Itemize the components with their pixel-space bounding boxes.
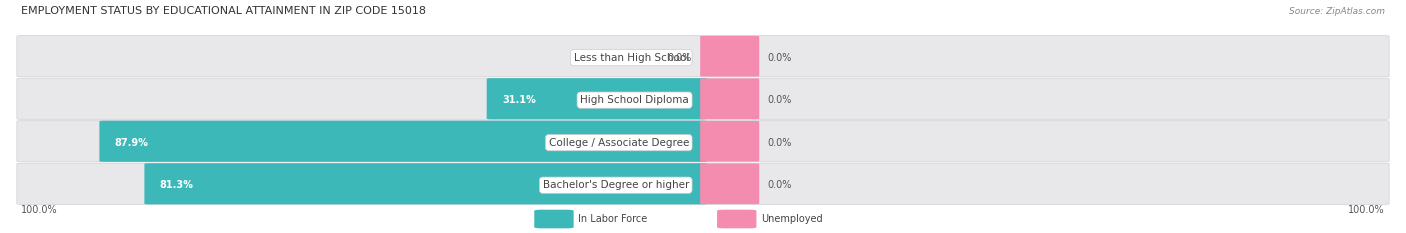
- Text: Source: ZipAtlas.com: Source: ZipAtlas.com: [1289, 7, 1385, 16]
- Text: College / Associate Degree: College / Associate Degree: [548, 138, 689, 148]
- Text: 0.0%: 0.0%: [768, 138, 792, 148]
- FancyBboxPatch shape: [700, 164, 759, 204]
- FancyBboxPatch shape: [486, 78, 707, 119]
- Text: Less than High School: Less than High School: [574, 53, 689, 63]
- Text: 81.3%: 81.3%: [160, 180, 194, 190]
- Text: 0.0%: 0.0%: [768, 95, 792, 105]
- FancyBboxPatch shape: [700, 78, 759, 119]
- FancyBboxPatch shape: [145, 163, 707, 204]
- Text: 0.0%: 0.0%: [668, 53, 692, 63]
- Text: EMPLOYMENT STATUS BY EDUCATIONAL ATTAINMENT IN ZIP CODE 15018: EMPLOYMENT STATUS BY EDUCATIONAL ATTAINM…: [21, 6, 426, 16]
- Text: 0.0%: 0.0%: [768, 180, 792, 190]
- FancyBboxPatch shape: [700, 36, 759, 76]
- Text: 100.0%: 100.0%: [1348, 205, 1385, 215]
- FancyBboxPatch shape: [700, 121, 759, 162]
- Text: Unemployed: Unemployed: [761, 214, 823, 224]
- Text: 31.1%: 31.1%: [502, 95, 536, 105]
- FancyBboxPatch shape: [17, 36, 1389, 77]
- Text: 0.0%: 0.0%: [768, 53, 792, 63]
- FancyBboxPatch shape: [534, 210, 574, 228]
- Text: High School Diploma: High School Diploma: [581, 95, 689, 105]
- FancyBboxPatch shape: [17, 163, 1389, 204]
- FancyBboxPatch shape: [100, 121, 707, 162]
- Text: In Labor Force: In Labor Force: [578, 214, 647, 224]
- Text: 100.0%: 100.0%: [21, 205, 58, 215]
- FancyBboxPatch shape: [17, 121, 1389, 162]
- Text: 87.9%: 87.9%: [115, 138, 149, 148]
- Text: Bachelor's Degree or higher: Bachelor's Degree or higher: [543, 180, 689, 190]
- FancyBboxPatch shape: [17, 78, 1389, 119]
- FancyBboxPatch shape: [717, 210, 756, 228]
